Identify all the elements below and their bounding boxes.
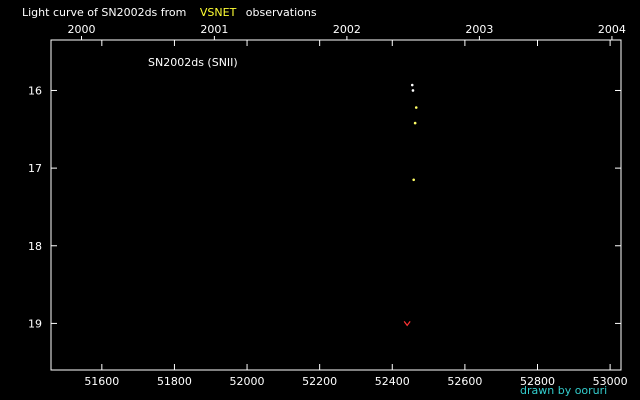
upper-limit-point xyxy=(403,321,411,327)
x-tick-label: 52000 xyxy=(230,375,265,388)
chart-title: Light curve of SN2002ds from VSNET obser… xyxy=(22,6,317,19)
year-tick-label: 2001 xyxy=(200,23,228,36)
x-tick-label: 51600 xyxy=(84,375,119,388)
x-tick-label: 53000 xyxy=(593,375,628,388)
y-tick-label: 17 xyxy=(28,162,42,175)
credit-label: drawn by ooruri xyxy=(520,384,607,397)
y-tick-label: 16 xyxy=(28,84,42,97)
year-tick-label: 2003 xyxy=(465,23,493,36)
chart-title-highlight: VSNET xyxy=(200,6,237,19)
x-tick-label: 52800 xyxy=(520,375,555,388)
data-point xyxy=(412,178,415,182)
year-tick-label: 2002 xyxy=(333,23,361,36)
chart-title-suffix: observations xyxy=(246,6,317,19)
axes-layer: 51600 51800 52000 52200 52400 52600 52800 53000… xyxy=(28,23,628,388)
x-tick-label: 52200 xyxy=(302,375,337,388)
year-tick-label: 2004 xyxy=(598,23,626,36)
data-point xyxy=(410,83,414,87)
y-tick-label: 19 xyxy=(28,317,42,330)
year-tick-label: 2000 xyxy=(67,23,95,36)
x-tick-label: 52400 xyxy=(375,375,410,388)
object-annotation: SN2002ds (SNII) xyxy=(148,56,238,69)
data-points-layer xyxy=(403,83,418,327)
y-tick-label: 18 xyxy=(28,240,42,253)
plot-frame xyxy=(50,39,622,371)
x-tick-label: 51800 xyxy=(157,375,192,388)
chart-title-prefix: Light curve of SN2002ds from xyxy=(22,6,186,19)
x-tick-label: 52600 xyxy=(447,375,482,388)
data-point xyxy=(413,121,417,125)
data-point xyxy=(414,106,418,109)
data-point xyxy=(411,89,415,92)
